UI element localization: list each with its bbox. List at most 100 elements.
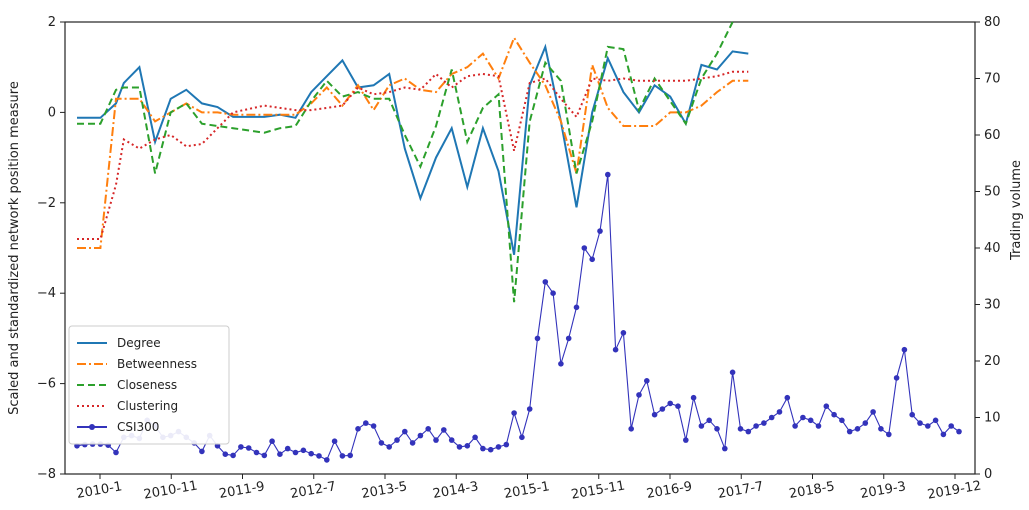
x-tick-label: 2010-11 [143, 478, 199, 502]
legend: Degree Betweenness Closeness Clustering CSI3… [68, 325, 230, 445]
csi300-point [722, 445, 728, 452]
csi300-point [487, 446, 494, 453]
csi300-point [784, 394, 791, 401]
csi300-point [846, 428, 853, 435]
csi300-point [854, 426, 861, 432]
csi300-point [230, 452, 236, 459]
csi300-point [581, 245, 588, 251]
right-tick-label: 30 [984, 298, 1001, 313]
x-tick-label: 2019-12 [926, 478, 982, 502]
x-tick-label: 2014-3 [432, 479, 480, 502]
csi300-point [886, 431, 892, 438]
csi300-point [909, 411, 915, 418]
left-tick-label: −6 [37, 377, 56, 392]
legend-box [68, 325, 230, 445]
csi300-point [831, 411, 837, 418]
csi300-point [261, 452, 268, 459]
left-y-axis-ticks: −8 −6 −4 −2 0 2 [37, 15, 65, 482]
csi300-point [683, 437, 689, 443]
csi300-point [394, 437, 400, 443]
left-tick-label: −4 [37, 286, 56, 301]
csi300-point [277, 451, 283, 458]
csi300-point [761, 420, 767, 426]
csi300-point [620, 330, 627, 336]
csi300-point [284, 445, 291, 452]
csi300-point [542, 279, 549, 285]
left-tick-label: 0 [48, 105, 56, 120]
csi300-point [948, 423, 954, 429]
csi300-point [659, 406, 666, 412]
csi300-point [698, 423, 705, 429]
left-y-axis-title: Scaled and standardized network position… [7, 81, 22, 415]
x-axis-ticks: 2010-1 2010-11 2011-9 2012-7 2013-5 2014-3 201… [75, 474, 982, 503]
csi300-point [503, 441, 510, 448]
csi300-point [605, 171, 611, 178]
csi300-point [347, 452, 354, 459]
x-tick-label: 2018-5 [788, 479, 836, 502]
csi300-point [706, 417, 712, 424]
csi300-point [940, 431, 947, 438]
csi300-point [292, 449, 299, 456]
csi300-point [534, 335, 541, 342]
csi300-point [628, 426, 634, 432]
x-tick-label: 2012-7 [289, 479, 337, 502]
right-y-axis-ticks: 0 10 20 30 40 50 60 70 80 [975, 15, 1001, 482]
csi300-point [363, 420, 369, 426]
right-tick-label: 10 [984, 411, 1001, 426]
csi300-point [480, 445, 486, 452]
csi300-point [839, 417, 845, 424]
csi300-point [448, 437, 455, 443]
csi300-point [253, 449, 260, 456]
legend-label: Clustering [117, 399, 178, 413]
csi300-point [815, 423, 822, 429]
csi300-point [199, 448, 205, 455]
x-tick-label: 2010-1 [75, 479, 123, 502]
right-y-axis-title: Trading volume [1009, 160, 1024, 261]
csi300-point [956, 428, 962, 435]
right-tick-label: 60 [984, 128, 1001, 143]
csi300-point [878, 426, 884, 432]
x-tick-label: 2016-9 [645, 479, 693, 502]
csi300-point [768, 414, 775, 421]
csi300-point [238, 444, 244, 450]
csi300-point [667, 400, 673, 407]
series-line-closeness [77, 21, 734, 303]
csi300-point [464, 443, 471, 449]
csi300-point [651, 411, 658, 418]
csi300-point [737, 426, 744, 432]
csi300-point [807, 417, 814, 424]
csi300-point [932, 417, 939, 424]
right-tick-label: 20 [984, 354, 1001, 369]
csi300-point [386, 444, 393, 450]
csi300-point [472, 434, 478, 441]
csi300-point [324, 457, 330, 463]
csi300-point [893, 375, 900, 381]
csi300-point [589, 256, 595, 263]
csi300-point [331, 438, 338, 445]
csi300-point [644, 378, 650, 384]
x-tick-label: 2011-9 [218, 479, 266, 502]
csi300-point [402, 428, 408, 435]
legend-label: Closeness [117, 378, 177, 392]
x-tick-label: 2015-11 [570, 478, 626, 502]
x-tick-label: 2015-1 [503, 479, 551, 502]
csi300-point [862, 420, 869, 426]
csi300-point [269, 438, 275, 445]
csi300-point [300, 447, 307, 454]
csi300-point [675, 403, 681, 410]
csi300-point [776, 409, 783, 415]
csi300-point [425, 426, 432, 432]
csi300-point [441, 427, 447, 433]
csi300-point [565, 335, 572, 342]
legend-label: Betweenness [117, 357, 197, 371]
csi300-point [573, 304, 580, 311]
csi300-point [550, 290, 556, 297]
csi300-point [433, 437, 439, 443]
csi300-point [714, 426, 720, 432]
csi300-point [597, 228, 603, 234]
csi300-point [901, 346, 908, 353]
legend-label: CSI300 [117, 420, 159, 434]
right-tick-label: 70 [984, 72, 1001, 87]
csi300-point [339, 453, 346, 459]
csi300-point [917, 420, 923, 426]
